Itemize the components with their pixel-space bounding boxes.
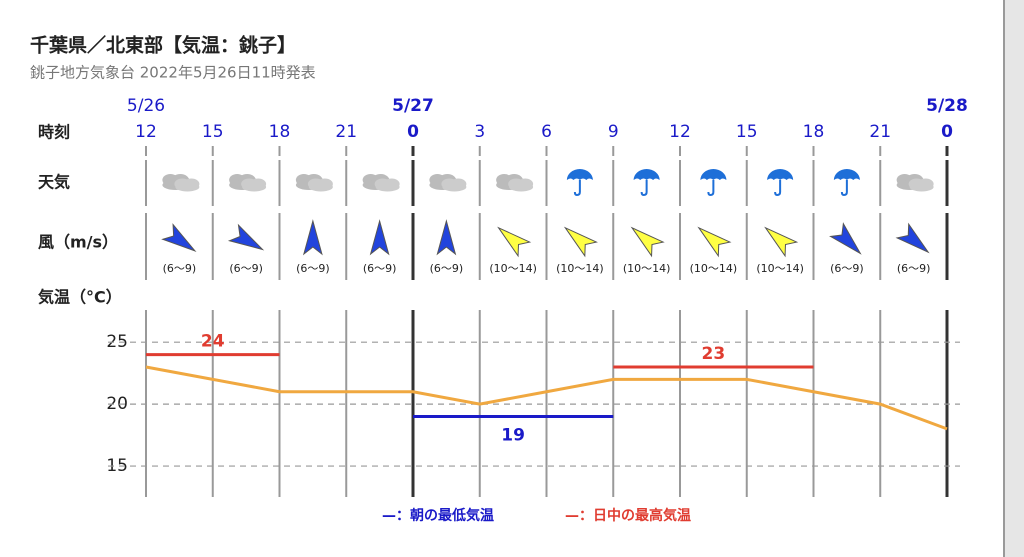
weather-icon (896, 174, 934, 192)
weather-icon (767, 169, 794, 197)
wind-speed: (10〜14) (756, 262, 804, 275)
hour-label: 21 (335, 122, 357, 142)
hour-label: 15 (736, 122, 758, 142)
scrollbar (1004, 0, 1024, 557)
hour-label: 3 (474, 122, 485, 142)
arrow (161, 223, 197, 252)
wind-arrow (829, 222, 862, 255)
wind-speed: (10〜14) (556, 262, 604, 275)
wind-arrow (630, 226, 665, 258)
wind-speed: (6〜9) (229, 262, 263, 275)
hour-label: 15 (202, 122, 224, 142)
weather-icon (633, 169, 660, 197)
weather-icon (229, 174, 267, 192)
row-label: 時刻 (38, 123, 70, 142)
wind-arrow (436, 219, 457, 256)
wind-arrow (369, 219, 390, 256)
umbrella-handle (840, 180, 848, 197)
cloud (509, 182, 534, 192)
range-label: 19 (501, 426, 525, 446)
weather-icon (833, 169, 860, 197)
arrow (497, 226, 532, 258)
arrow (227, 223, 265, 251)
arrow (764, 226, 799, 258)
wind-speed: (6〜9) (163, 262, 197, 275)
wind-arrow (697, 226, 732, 258)
umbrella-handle (774, 180, 782, 197)
weather-icon (496, 174, 534, 192)
hour-label: 12 (135, 122, 157, 142)
range-label: 24 (201, 332, 225, 352)
row-label: 天気 (38, 173, 70, 192)
wind-speed: (6〜9) (363, 262, 397, 275)
arrow (697, 226, 732, 258)
hour-label: 18 (269, 122, 291, 142)
arrow (302, 219, 323, 256)
wind-speed: (10〜14) (623, 262, 671, 275)
hour-label: 0 (941, 122, 953, 142)
wind-arrow (227, 223, 265, 251)
y-tick-label: 15 (106, 456, 128, 476)
temperature-line (145, 365, 948, 431)
cloud (442, 182, 467, 192)
hour-label: 21 (869, 122, 891, 142)
wind-speed: (6〜9) (430, 262, 464, 275)
weather-icon (162, 174, 200, 192)
subtitle: 銚子地方気象台 2022年5月26日11時発表 (30, 64, 316, 82)
arrow (829, 222, 862, 255)
wind-arrow (302, 219, 323, 256)
date-label: 5/26 (127, 96, 165, 116)
umbrella-handle (573, 180, 581, 197)
cloud (909, 182, 934, 192)
legend-entry: —：日中の最高気温 (565, 507, 691, 524)
weather-icon (700, 169, 727, 197)
y-tick-label: 25 (106, 332, 128, 352)
cloud (175, 182, 200, 192)
hour-label: 12 (669, 122, 691, 142)
umbrella (700, 169, 727, 180)
umbrella (833, 169, 860, 180)
legend-entry: —：朝の最低気温 (382, 507, 494, 524)
y-tick-label: 20 (106, 394, 128, 414)
wind-speed: (6〜9) (830, 262, 864, 275)
weather-icon (429, 174, 467, 192)
weather-icon (362, 174, 400, 192)
arrow (895, 222, 930, 254)
wind-arrow (161, 223, 197, 252)
wind-arrow (895, 222, 930, 254)
wind-speed: (6〜9) (897, 262, 931, 275)
wind-arrow (497, 226, 532, 258)
umbrella (633, 169, 660, 180)
arrow (630, 226, 665, 258)
cloud (375, 182, 400, 192)
hour-label: 6 (541, 122, 552, 142)
wind-arrow (764, 226, 799, 258)
weather-icon (566, 169, 593, 197)
cloud (242, 182, 267, 192)
arrow (563, 226, 598, 258)
hour-label: 18 (803, 122, 825, 142)
date-label: 5/27 (392, 96, 434, 116)
hour-label: 0 (407, 122, 419, 142)
weather-icon (295, 174, 333, 192)
wind-arrow (563, 226, 598, 258)
umbrella-handle (640, 180, 648, 197)
row-label: 風（m/s） (38, 233, 118, 252)
title: 千葉県／北東部【気温：銚子】 (30, 34, 296, 57)
hour-label: 9 (608, 122, 619, 142)
arrow (369, 219, 390, 256)
date-label: 5/28 (926, 96, 968, 116)
row-label: 気温（°C） (38, 288, 122, 307)
umbrella (767, 169, 794, 180)
arrow (436, 219, 457, 256)
range-label: 23 (702, 344, 726, 364)
umbrella-handle (707, 180, 715, 197)
wind-speed: (10〜14) (489, 262, 537, 275)
cloud (308, 182, 333, 192)
umbrella (566, 169, 593, 180)
wind-speed: (10〜14) (690, 262, 738, 275)
wind-speed: (6〜9) (296, 262, 330, 275)
